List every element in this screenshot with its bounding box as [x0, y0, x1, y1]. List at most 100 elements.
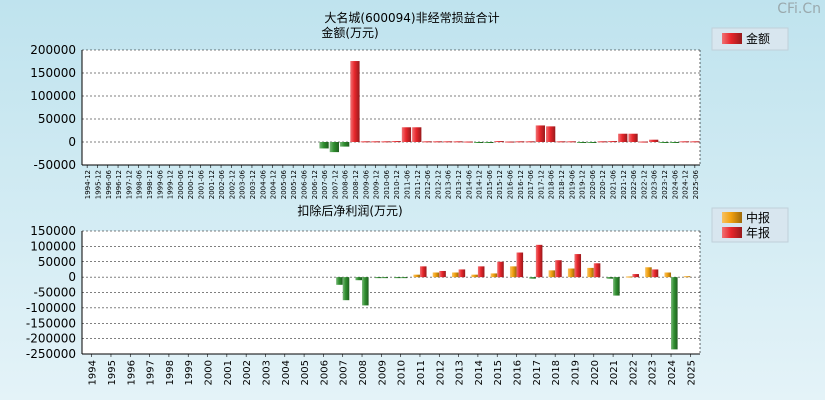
x-tick-label: 2019 — [570, 360, 581, 385]
bar — [556, 141, 566, 143]
x-tick-label: 2003 — [261, 360, 272, 385]
x-tick-label: 2018 — [551, 360, 562, 385]
x-tick-label: 2007 — [339, 360, 350, 385]
bar-annual — [671, 277, 678, 350]
bar-annual — [497, 261, 504, 278]
x-tick-label: 2014-06 — [465, 169, 473, 199]
x-tick-label: 2021-12 — [620, 170, 628, 199]
bar — [504, 141, 515, 143]
bar-interim — [509, 266, 517, 278]
x-tick-label: 2022-12 — [640, 170, 648, 199]
bar-annual — [362, 277, 369, 306]
y-tick-label: -150000 — [26, 316, 76, 330]
x-tick-label: 2009-06 — [362, 169, 370, 199]
y-tick-label: -50000 — [33, 286, 76, 300]
x-tick-label: 2013-12 — [455, 170, 463, 199]
y-tick-label: 100000 — [30, 239, 76, 253]
bar-interim — [355, 277, 363, 281]
bar — [422, 141, 432, 143]
bar-annual — [458, 269, 466, 278]
bar — [494, 141, 504, 143]
bar-annual — [342, 277, 350, 301]
x-tick-label: 2008 — [358, 360, 369, 385]
bar — [576, 142, 587, 143]
x-tick-label: 2023 — [648, 360, 659, 385]
x-tick-label: 2021 — [609, 360, 620, 385]
x-tick-label: 2005 — [300, 360, 311, 385]
x-tick-label: 2021-06 — [609, 169, 617, 199]
bar-interim — [394, 277, 401, 279]
bar — [381, 141, 391, 143]
x-tick-label: 2015-06 — [486, 169, 494, 199]
bar-annual — [574, 254, 582, 278]
x-tick-label: 2012-06 — [424, 169, 432, 199]
x-tick-label: 1999 — [184, 360, 195, 385]
x-tick-label: 1999-06 — [156, 169, 164, 199]
x-tick-label: 1999-12 — [167, 170, 175, 199]
bar — [535, 125, 545, 142]
bar — [690, 141, 700, 143]
x-tick-label: 2004 — [281, 360, 292, 385]
x-tick-label: 1996 — [126, 360, 137, 385]
y-tick-label: 50000 — [38, 255, 76, 269]
x-tick-label: 1994-12 — [84, 170, 92, 199]
bar-annual — [535, 244, 543, 278]
x-tick-label: 1998-06 — [136, 169, 144, 199]
bar-interim — [336, 277, 343, 285]
y-tick-label: -100000 — [26, 301, 76, 315]
bar — [515, 141, 525, 143]
bar-interim — [432, 272, 440, 278]
bar — [566, 141, 576, 143]
x-tick-label: 2006 — [319, 360, 330, 385]
bar-annual — [400, 277, 408, 279]
x-tick-label: 2018-12 — [558, 170, 566, 199]
x-tick-label: 2001-06 — [197, 169, 205, 199]
legend-swatch-amount — [722, 33, 742, 44]
bar-annual — [555, 260, 562, 278]
x-tick-label: 2025 — [686, 360, 697, 385]
bar-interim — [625, 276, 633, 278]
x-tick-label: 2022-06 — [630, 169, 638, 199]
y-tick-label: 0 — [68, 135, 76, 149]
x-tick-label: 1997 — [146, 360, 157, 385]
x-tick-label: 2017-12 — [537, 170, 545, 199]
x-tick-label: 2007-12 — [331, 170, 339, 199]
x-tick-label: 1995 — [107, 360, 118, 385]
bar — [412, 127, 422, 142]
bar-interim — [529, 277, 536, 279]
bar — [329, 142, 339, 153]
bar — [484, 142, 494, 143]
x-tick-label: 1996-06 — [105, 169, 113, 199]
x-tick-label: 2011-12 — [414, 170, 422, 199]
x-tick-label: 2000-06 — [177, 169, 185, 199]
x-tick-label: 1996-12 — [115, 170, 123, 199]
bar — [350, 61, 360, 142]
x-tick-label: 2023-06 — [651, 169, 659, 199]
bar-interim — [471, 274, 478, 278]
bar-annual — [516, 252, 524, 278]
x-tick-label: 2024-06 — [671, 169, 679, 199]
x-tick-label: 2020 — [590, 360, 601, 385]
x-tick-label: 2013-06 — [445, 169, 453, 199]
bar — [597, 141, 607, 143]
bar-annual — [419, 266, 427, 278]
x-tick-label: 2005-06 — [280, 169, 288, 199]
x-tick-label: 2001 — [223, 360, 234, 385]
bar-annual — [477, 266, 485, 278]
bar-annual — [593, 263, 601, 278]
x-tick-label: 2024 — [667, 360, 678, 385]
bar — [473, 142, 484, 143]
bar — [587, 142, 597, 143]
y-tick-label: -200000 — [26, 332, 76, 346]
x-tick-label: 2016-06 — [506, 169, 514, 199]
bar-interim — [606, 277, 614, 279]
legend-label-amount: 金额 — [746, 31, 770, 46]
bar — [401, 127, 412, 142]
bar — [453, 141, 463, 143]
bar-interim — [567, 268, 575, 278]
bar — [649, 139, 659, 142]
x-tick-label: 2004-12 — [270, 170, 278, 199]
legend-swatch-interim — [722, 212, 742, 223]
x-tick-label: 2015 — [493, 360, 504, 385]
